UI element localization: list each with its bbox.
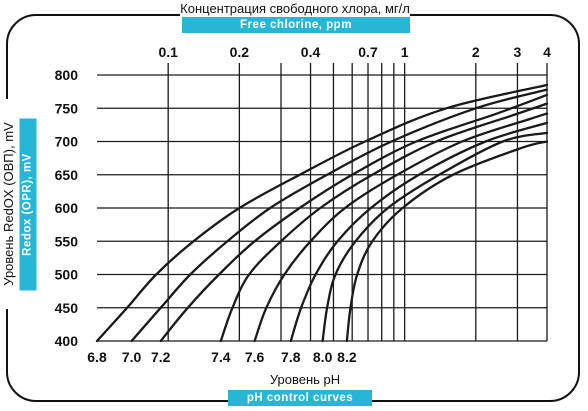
ph-curve-label: 8.0 xyxy=(313,349,333,365)
ph-curve-7-0 xyxy=(130,88,549,343)
y-tick-label: 750 xyxy=(55,100,79,116)
ph-curve-label: 6.8 xyxy=(87,349,107,365)
ph-curve-7-4 xyxy=(219,102,549,343)
curve-layer xyxy=(95,83,549,343)
y-tick-label: 600 xyxy=(55,200,79,216)
ph-curve-label: 7.0 xyxy=(122,349,142,365)
y-tick-label: 800 xyxy=(55,67,79,83)
ph-curve-label: 7.4 xyxy=(211,349,231,365)
y-tick-label: 650 xyxy=(55,167,79,183)
top-axis-title-ru: Концентрация свободного хлора, мг/л xyxy=(180,1,410,17)
y-tick-label: 400 xyxy=(55,333,79,349)
top-tick-label: 0.7 xyxy=(358,44,378,60)
y-tick-label: 700 xyxy=(55,134,79,150)
ph-curve-label: 8.2 xyxy=(337,349,357,365)
top-axis-title-en: Free chlorine, ppm xyxy=(182,17,410,33)
top-tick-label: 2 xyxy=(472,44,480,60)
bottom-axis-title-ru: Уровень pH xyxy=(250,372,360,388)
y-tick-label: 550 xyxy=(55,233,79,249)
y-tick-label: 450 xyxy=(55,300,79,316)
label-layer: 400 450 500 550 600 650 700 750 800 0.1 0.2 0.4 0.7 1… xyxy=(55,44,551,365)
ph-curve-6-8 xyxy=(95,83,549,343)
top-tick-label: 0.4 xyxy=(301,44,321,60)
ph-curve-8-0 xyxy=(321,131,549,343)
ph-curve-7-2 xyxy=(159,93,549,343)
ph-curve-label: 7.2 xyxy=(151,349,171,365)
top-tick-label: 4 xyxy=(543,44,551,60)
top-tick-label: 3 xyxy=(514,44,522,60)
ph-curve-label: 7.6 xyxy=(245,349,265,365)
grid-layer xyxy=(97,63,548,342)
ph-curve-8-2 xyxy=(345,140,549,343)
top-tick-label: 0.1 xyxy=(158,44,178,60)
top-tick-label: 1 xyxy=(401,44,409,60)
ph-curve-7-8 xyxy=(289,121,549,343)
y-tick-label: 500 xyxy=(55,267,79,283)
ph-curve-7-6 xyxy=(253,112,549,343)
bottom-axis-title-en: pH control curves xyxy=(228,390,372,406)
top-tick-label: 0.2 xyxy=(230,44,250,60)
ph-curve-label: 7.8 xyxy=(281,349,301,365)
